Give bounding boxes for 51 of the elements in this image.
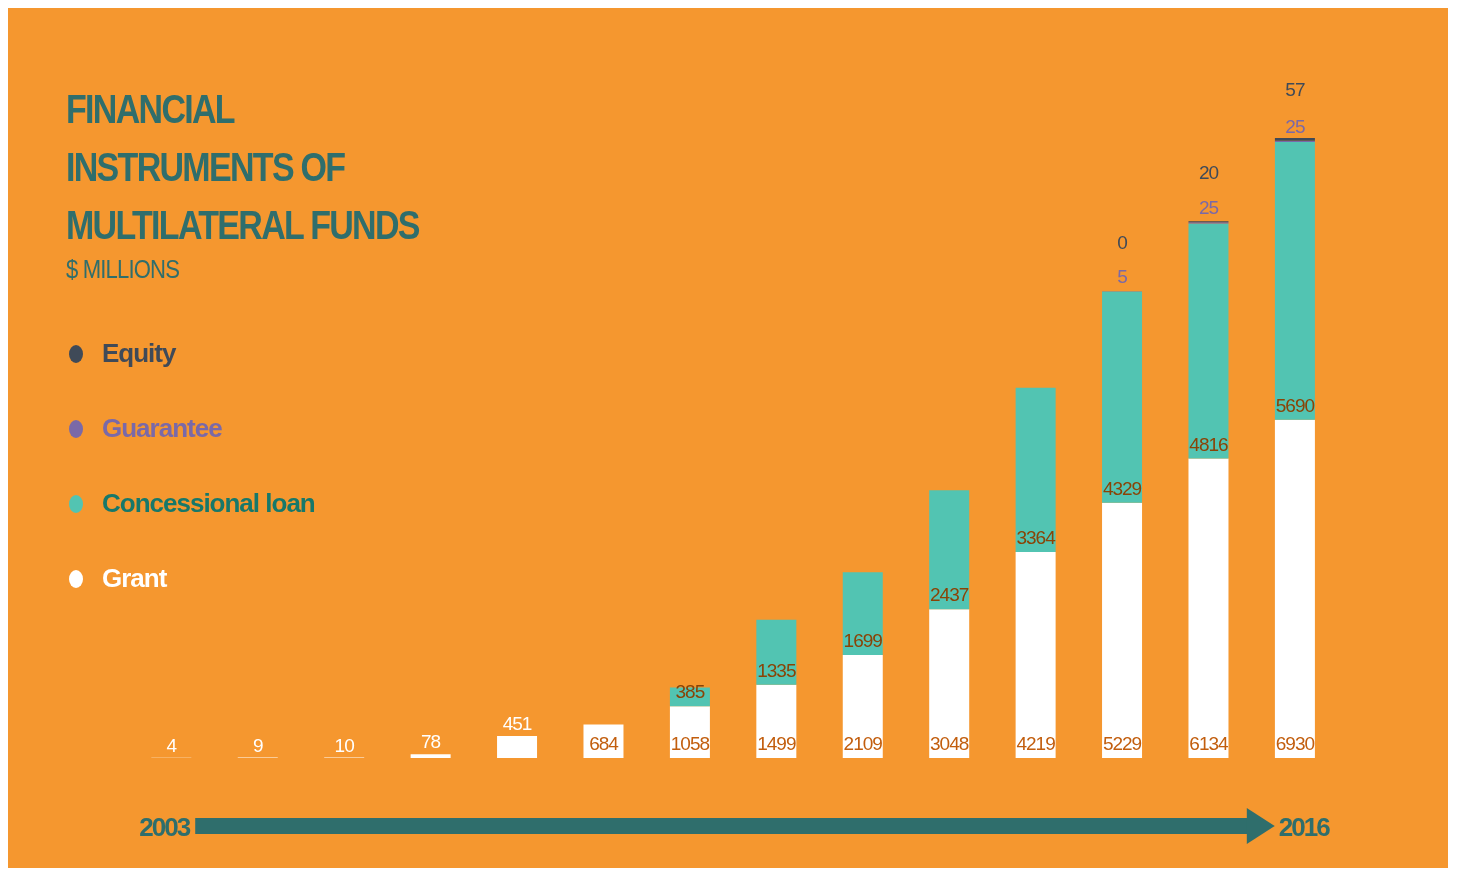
data-label: 3048 bbox=[930, 733, 969, 754]
data-label: 1699 bbox=[843, 630, 883, 652]
bar bbox=[842, 572, 883, 656]
data-label: 4 bbox=[166, 734, 178, 756]
bar bbox=[1102, 502, 1143, 758]
bar bbox=[1015, 387, 1056, 553]
data-label: 2109 bbox=[843, 733, 883, 754]
bar bbox=[1188, 458, 1229, 758]
bar bbox=[1102, 291, 1143, 503]
data-label: 25 bbox=[1285, 115, 1305, 137]
data-label: 684 bbox=[589, 733, 620, 754]
bar bbox=[497, 735, 538, 758]
data-label: 4329 bbox=[1102, 477, 1142, 499]
data-label: 4219 bbox=[1016, 733, 1056, 754]
data-label: 5 bbox=[1117, 266, 1128, 288]
data-label: 10 bbox=[334, 734, 355, 756]
data-label: 385 bbox=[675, 681, 705, 703]
data-label: 3364 bbox=[1016, 527, 1057, 549]
data-label: 9 bbox=[252, 734, 263, 756]
legend-label: Equity bbox=[102, 338, 176, 369]
bar bbox=[842, 655, 883, 758]
text: $ MILLIONS bbox=[66, 254, 181, 285]
data-label: 78 bbox=[421, 731, 441, 753]
data-label: 1499 bbox=[757, 733, 796, 754]
data-label: 4816 bbox=[1189, 433, 1229, 455]
bar bbox=[756, 684, 797, 758]
bar bbox=[929, 490, 970, 610]
data-label: 1058 bbox=[670, 733, 710, 754]
bar bbox=[929, 609, 970, 758]
bar bbox=[1274, 419, 1315, 758]
legend-label: Concessional loan bbox=[102, 488, 315, 519]
x-tick-label: 2016 bbox=[1278, 812, 1331, 842]
data-label: 6134 bbox=[1189, 733, 1230, 754]
data-label: 0 bbox=[1117, 232, 1128, 254]
data-label: 5690 bbox=[1275, 394, 1315, 416]
data-label: 2437 bbox=[930, 584, 969, 606]
legend-label: Guarantee bbox=[102, 413, 222, 444]
legend-label: Grant bbox=[102, 563, 167, 594]
bar bbox=[1015, 552, 1056, 758]
bar bbox=[1274, 142, 1315, 420]
data-label: 1335 bbox=[757, 659, 796, 681]
data-label: 20 bbox=[1198, 162, 1219, 184]
data-label: 451 bbox=[502, 712, 532, 734]
bar bbox=[1188, 223, 1229, 459]
bar bbox=[410, 754, 451, 758]
chart-title: FINANCIAL INSTRUMENTS OF MULTILATERAL FUNDS bbox=[66, 86, 420, 249]
data-label: 6930 bbox=[1275, 733, 1315, 754]
data-label: 5229 bbox=[1102, 733, 1142, 754]
data-label: 57 bbox=[1285, 79, 1305, 100]
data-label: 25 bbox=[1198, 197, 1219, 219]
x-tick-label: 2003 bbox=[139, 812, 191, 842]
